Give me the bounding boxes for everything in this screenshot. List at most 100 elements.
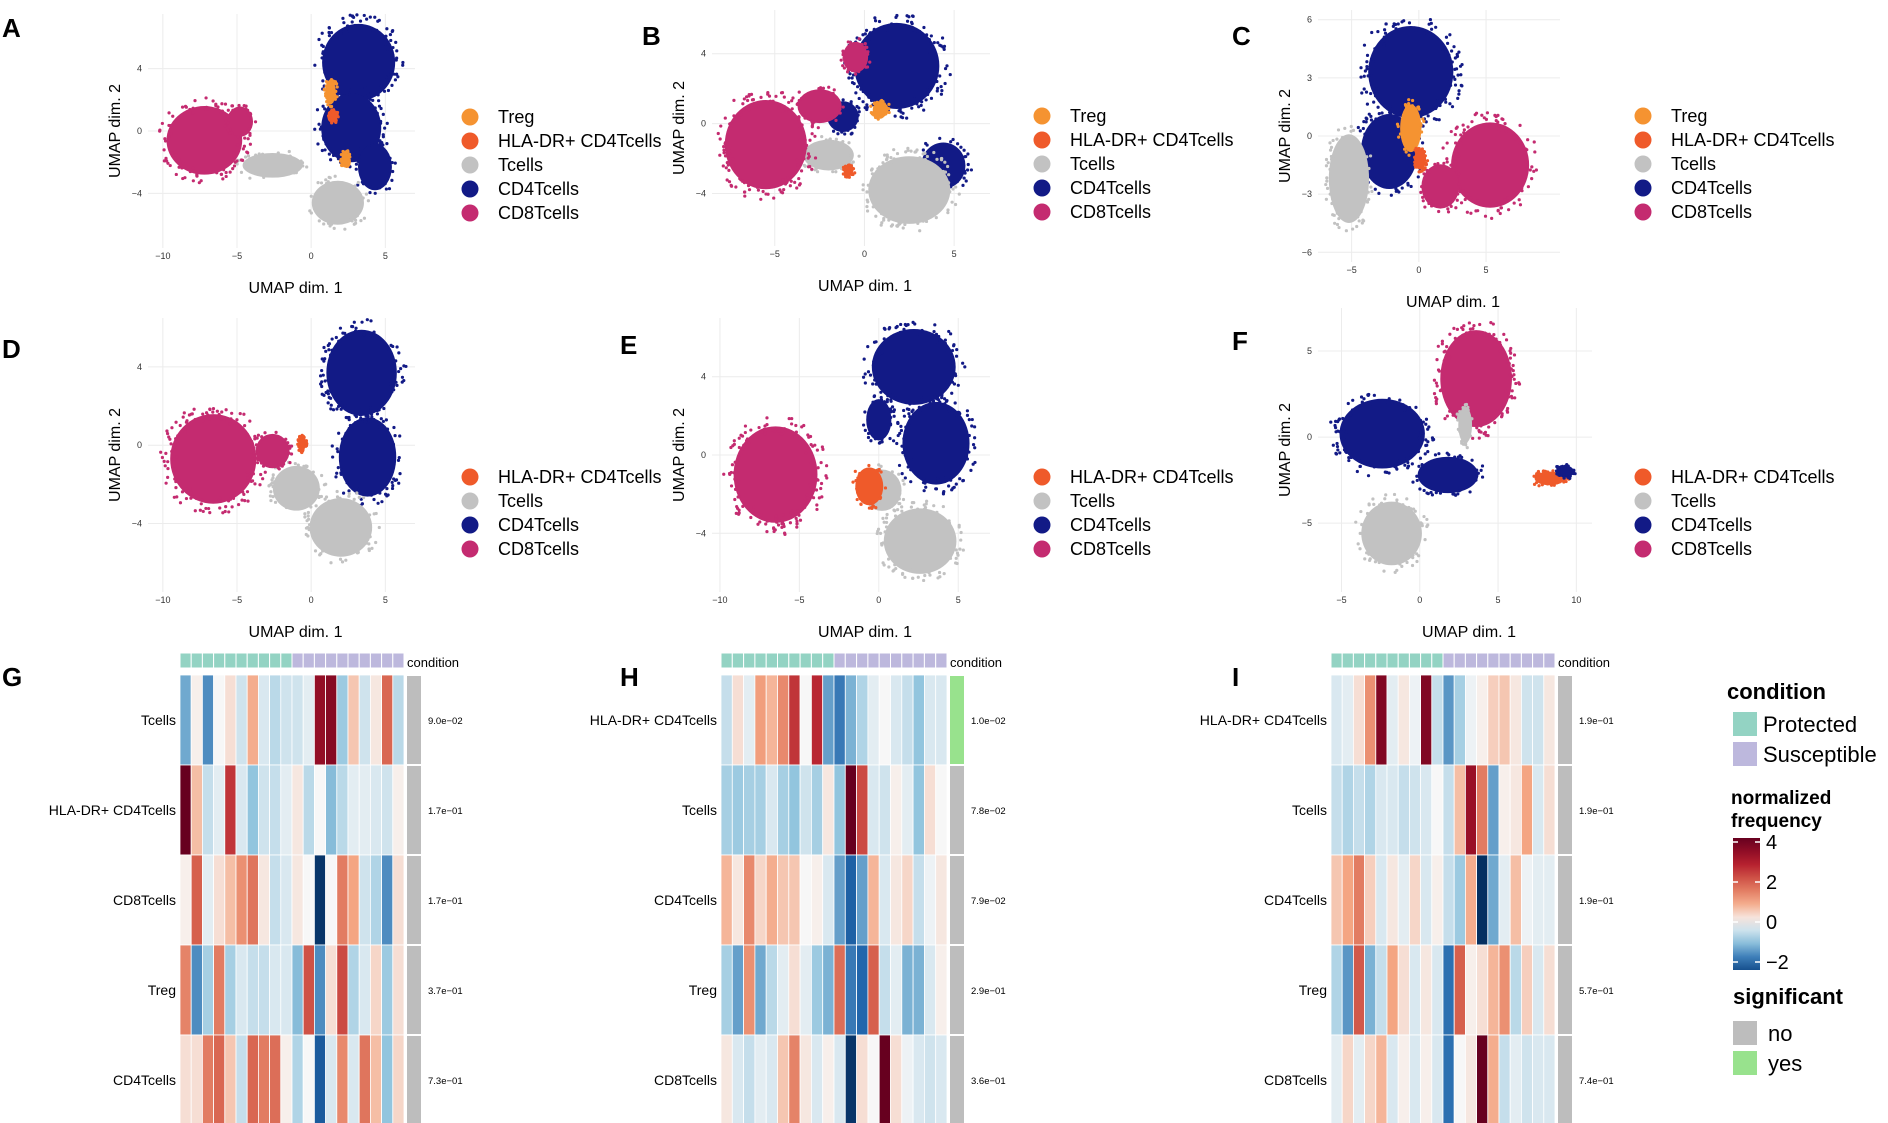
cluster-cd8tcells — [839, 37, 872, 76]
heatmap-cell — [1431, 1034, 1444, 1123]
cluster-point — [1462, 324, 1466, 328]
cluster-point — [1420, 141, 1425, 145]
cluster-point — [401, 60, 405, 65]
cluster-point — [1383, 470, 1387, 474]
cluster-point — [1338, 430, 1342, 434]
cluster-point — [925, 154, 929, 159]
cluster-point — [965, 409, 970, 413]
cluster-point — [174, 437, 178, 441]
cluster-point — [248, 474, 252, 478]
cluster-point — [1406, 26, 1410, 31]
cluster-point — [1471, 332, 1475, 336]
cluster-point — [743, 424, 748, 428]
cluster-point — [379, 145, 383, 149]
cluster-point — [167, 136, 171, 140]
cluster-point — [1355, 224, 1359, 229]
cluster-point — [941, 504, 945, 509]
cluster-point — [224, 119, 228, 123]
cluster-point — [890, 470, 894, 474]
cluster-point — [851, 167, 856, 171]
heatmap-cell — [1409, 944, 1422, 1036]
cluster-point — [1388, 111, 1393, 116]
cluster-point — [347, 28, 351, 33]
cluster-point — [872, 27, 876, 31]
cluster-point — [158, 129, 162, 133]
cluster-point — [1429, 490, 1433, 495]
cluster-point — [1470, 458, 1474, 462]
cluster-point — [934, 62, 938, 67]
cluster-point — [892, 414, 896, 418]
heatmap-cell — [912, 674, 925, 766]
cluster-point — [911, 14, 915, 18]
cluster-point — [1480, 475, 1485, 479]
heatmap-cell — [1397, 764, 1410, 856]
cluster-point — [732, 114, 736, 118]
p-value-label: 2.9e−01 — [971, 986, 1006, 997]
cluster-point — [1479, 468, 1483, 472]
cluster-point — [795, 509, 800, 513]
heatmap-cell — [358, 1034, 371, 1123]
heatmap-cell — [754, 944, 767, 1036]
cluster-point — [1475, 468, 1479, 472]
cluster-point — [1395, 498, 1399, 502]
cluster-point — [735, 483, 739, 487]
cluster-point — [1532, 474, 1536, 478]
cluster-point — [1414, 28, 1418, 33]
cluster-point — [765, 519, 770, 523]
legend-dot-cd8tcells — [1634, 540, 1652, 558]
cluster-point — [274, 430, 278, 434]
cluster-point — [948, 143, 952, 148]
cluster-point — [1510, 396, 1514, 400]
cluster-point — [1341, 440, 1345, 444]
cluster-point — [742, 181, 747, 185]
legend-dot-hla-dr-cd4tcells — [461, 132, 479, 150]
condition-cell-susceptible — [890, 652, 903, 669]
cluster-point — [369, 333, 373, 337]
cluster-point — [1415, 416, 1420, 420]
cluster-point — [311, 470, 315, 474]
heatmap-cell — [788, 764, 801, 856]
cluster-point — [1347, 458, 1351, 463]
cluster-point — [1358, 464, 1362, 469]
cluster-point — [927, 510, 931, 514]
legend-label-cd4tcells: CD4Tcells — [498, 515, 579, 535]
cluster-point — [1410, 563, 1415, 568]
cluster-point — [1364, 120, 1368, 124]
cluster-point — [380, 500, 384, 504]
heatmap-cell — [901, 674, 914, 766]
cluster-point — [344, 30, 349, 34]
cluster-point — [819, 460, 823, 465]
cluster-point — [802, 157, 806, 161]
cluster-point — [322, 345, 326, 350]
panel-label-a: A — [2, 13, 21, 43]
cluster-hla-dr-cd4tcells — [326, 108, 340, 125]
cluster-point — [390, 486, 395, 491]
cluster-point — [1530, 165, 1534, 169]
cluster-point — [1455, 52, 1459, 56]
cluster-body-tcells — [868, 156, 951, 224]
cluster-point — [1424, 422, 1428, 426]
cluster-point — [909, 149, 913, 153]
cluster-point — [943, 341, 947, 345]
cluster-point — [786, 176, 790, 180]
cluster-point — [201, 419, 205, 423]
cluster-point — [793, 180, 797, 184]
cluster-point — [887, 214, 891, 219]
heatmap-cell — [924, 1034, 937, 1123]
cluster-point — [365, 318, 369, 322]
cluster-point — [927, 37, 931, 42]
heatmap-cell — [1453, 854, 1466, 946]
cluster-point — [1340, 138, 1344, 142]
cluster-point — [765, 530, 769, 534]
cluster-point — [1389, 34, 1393, 38]
cluster-point — [867, 95, 871, 99]
cluster-point — [815, 170, 820, 174]
cluster-point — [869, 104, 873, 108]
cluster-point — [1386, 102, 1390, 107]
cluster-point — [903, 330, 907, 335]
cluster-point — [843, 59, 847, 63]
heatmap-cell — [890, 1034, 903, 1123]
cluster-point — [392, 72, 396, 76]
cluster-point — [1506, 392, 1510, 396]
cluster-point — [865, 103, 869, 107]
